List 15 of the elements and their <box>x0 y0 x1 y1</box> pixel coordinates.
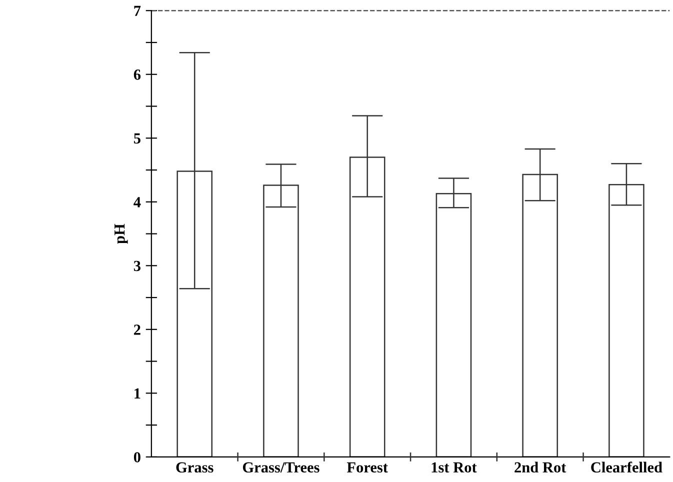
y-tick-label: 4 <box>134 197 141 208</box>
x-tick-label: Grass/Trees <box>242 462 320 473</box>
y-tick-label: 3 <box>134 260 140 272</box>
x-tick-label: Grass <box>176 462 214 473</box>
x-tick-label: Forest <box>346 462 388 473</box>
y-axis-title: pH <box>114 224 128 244</box>
y-tick-label: 0 <box>134 452 140 462</box>
y-tick-label: 1 <box>134 388 140 398</box>
y-tick-label: 2 <box>134 324 140 335</box>
x-tick-label: 1st Rot <box>432 462 477 473</box>
y-tick-label: 5 <box>134 133 140 144</box>
x-tick-label: 2nd Rot <box>514 462 566 473</box>
y-tick-label: 6 <box>134 70 141 80</box>
x-tick-label: Clearfelled <box>591 462 662 473</box>
y-tick-label: 7 <box>134 6 141 16</box>
